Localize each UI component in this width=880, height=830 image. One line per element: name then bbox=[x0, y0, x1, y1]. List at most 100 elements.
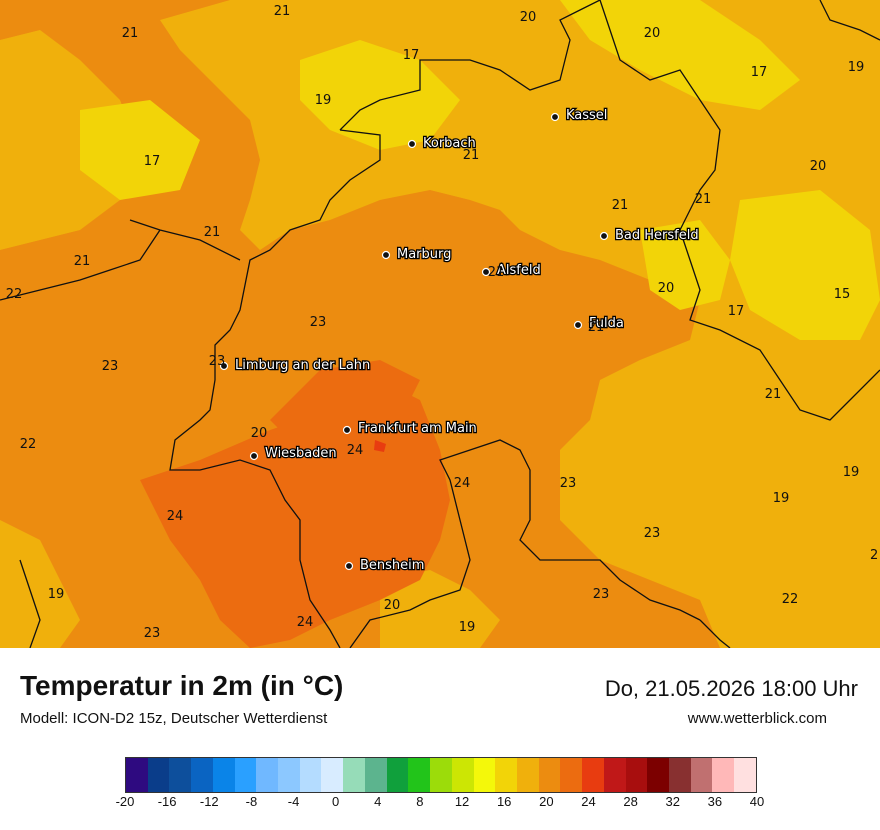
legend-tick-label: -20 bbox=[115, 794, 135, 809]
legend-swatch bbox=[603, 758, 626, 792]
temperature-zone-18-north bbox=[560, 0, 800, 110]
state-border-south-east bbox=[699, 619, 731, 648]
legend-swatch bbox=[495, 758, 517, 792]
legend-swatch bbox=[538, 758, 561, 792]
city-label: Frankfurt am Main bbox=[358, 421, 477, 436]
city-marburg: Marburg bbox=[381, 246, 453, 263]
value-label: 23 bbox=[209, 354, 226, 369]
legend-tick-label: 40 bbox=[749, 794, 765, 809]
legend-tick-label: -8 bbox=[245, 794, 258, 809]
value-label: 23 bbox=[310, 315, 327, 330]
value-label: 19 bbox=[48, 587, 65, 602]
legend-ticks: -20 -16 -12 -8 -4 0 4 8 12 16 20 24 28 32 36 40 bbox=[0, 794, 880, 814]
legend-tick-label: 20 bbox=[539, 794, 554, 809]
value-label: 23 bbox=[593, 587, 610, 602]
map-footer: Temperatur in 2m (in °C) Modell: ICON-D2… bbox=[0, 648, 880, 830]
value-label: 23 bbox=[102, 359, 119, 374]
legend-swatch bbox=[212, 758, 235, 792]
value-label: 17 bbox=[144, 154, 161, 169]
city-limburg: Limburg an der Lahn bbox=[219, 357, 372, 374]
value-label: 19 bbox=[315, 93, 332, 108]
legend-swatch bbox=[734, 758, 756, 792]
state-border-sw bbox=[19, 559, 41, 648]
legend-swatch bbox=[690, 758, 713, 792]
legend-swatch bbox=[625, 758, 648, 792]
value-label: 21 bbox=[588, 320, 605, 335]
value-label: 20 bbox=[520, 10, 537, 25]
value-label: 23 bbox=[644, 526, 661, 541]
value-label: 21 bbox=[74, 254, 91, 269]
value-label: 23 bbox=[560, 476, 577, 491]
value-label: 22 bbox=[782, 592, 799, 607]
legend-tick-label: -12 bbox=[199, 794, 219, 809]
city-markers: Kassel Korbach Bad Hersfeld Marburg Alsf… bbox=[219, 107, 700, 574]
value-label: 21 bbox=[274, 4, 291, 19]
legend-tick-label: 24 bbox=[581, 794, 596, 809]
legend-tick-label: 16 bbox=[496, 794, 512, 809]
temperature-zone-20-west bbox=[0, 30, 140, 250]
value-label: 21 bbox=[765, 387, 782, 402]
legend-swatch bbox=[516, 758, 539, 792]
city-bad-hersfeld: Bad Hersfeld bbox=[599, 227, 700, 244]
value-label: 24 bbox=[347, 443, 364, 458]
legend-swatch bbox=[647, 758, 669, 792]
temperature-zone-18-nw bbox=[80, 100, 200, 200]
legend-tick-label: -16 bbox=[157, 794, 177, 809]
value-label: 20 bbox=[644, 26, 661, 41]
legend-swatch bbox=[147, 758, 170, 792]
value-label: 19 bbox=[459, 620, 476, 635]
color-legend bbox=[125, 757, 757, 793]
legend-swatch bbox=[408, 758, 431, 792]
value-label: 23 bbox=[144, 626, 161, 641]
legend-swatch bbox=[364, 758, 387, 792]
city-wiesbaden: Wiesbaden bbox=[249, 445, 338, 462]
legend-tick-label: 8 bbox=[416, 794, 424, 809]
temperature-zone-18-east bbox=[730, 190, 880, 340]
state-border-nw bbox=[129, 219, 241, 261]
state-border-hesse-east bbox=[599, 0, 880, 421]
value-label: 15 bbox=[834, 287, 851, 302]
legend-tick-label: 12 bbox=[454, 794, 470, 809]
legend-tick-label: 28 bbox=[623, 794, 638, 809]
temperature-map: Kassel Korbach Bad Hersfeld Marburg Alsf… bbox=[0, 0, 880, 648]
city-fulda: Fulda bbox=[573, 315, 625, 332]
city-label: Fulda bbox=[589, 316, 624, 331]
city-label: Bensheim bbox=[360, 558, 424, 573]
legend-swatch bbox=[278, 758, 300, 792]
city-label: Bad Hersfeld bbox=[615, 228, 699, 243]
legend-swatch bbox=[343, 758, 365, 792]
legend-tick-label: 0 bbox=[332, 794, 340, 809]
value-label: 20 bbox=[251, 426, 268, 441]
value-label: 20 bbox=[810, 159, 827, 174]
state-border-hesse-south bbox=[349, 439, 701, 648]
legend-swatch bbox=[191, 758, 213, 792]
legend-swatch bbox=[234, 758, 257, 792]
legend-tick-label: 4 bbox=[374, 794, 382, 809]
value-label: 22 bbox=[6, 287, 23, 302]
city-korbach: Korbach bbox=[407, 135, 477, 152]
city-label: Kassel bbox=[566, 108, 607, 123]
website-link[interactable]: www.wetterblick.com bbox=[687, 710, 827, 727]
city-bensheim: Bensheim bbox=[344, 557, 426, 574]
legend-swatch bbox=[451, 758, 474, 792]
legend-swatch bbox=[430, 758, 452, 792]
value-label: 21 bbox=[204, 225, 221, 240]
temperature-zone-18-mid bbox=[640, 220, 730, 310]
legend-swatch bbox=[126, 758, 148, 792]
value-label: 17 bbox=[403, 48, 420, 63]
legend-swatch bbox=[560, 758, 583, 792]
legend-swatch bbox=[299, 758, 322, 792]
value-label: 21 bbox=[612, 198, 629, 213]
value-label: 2 bbox=[870, 548, 878, 563]
forecast-datetime: Do, 21.05.2026 18:00 Uhr bbox=[604, 676, 858, 701]
value-label: 22 bbox=[20, 437, 37, 452]
city-label: Korbach bbox=[423, 136, 476, 151]
value-label: 24 bbox=[167, 509, 184, 524]
legend-swatch bbox=[473, 758, 496, 792]
city-frankfurt: Frankfurt am Main bbox=[342, 420, 478, 437]
value-label: 21 bbox=[463, 148, 480, 163]
value-label: 21 bbox=[122, 26, 139, 41]
value-label: 19 bbox=[773, 491, 790, 506]
legend-tick-label: -4 bbox=[287, 794, 300, 809]
city-label: Wiesbaden bbox=[265, 446, 337, 461]
